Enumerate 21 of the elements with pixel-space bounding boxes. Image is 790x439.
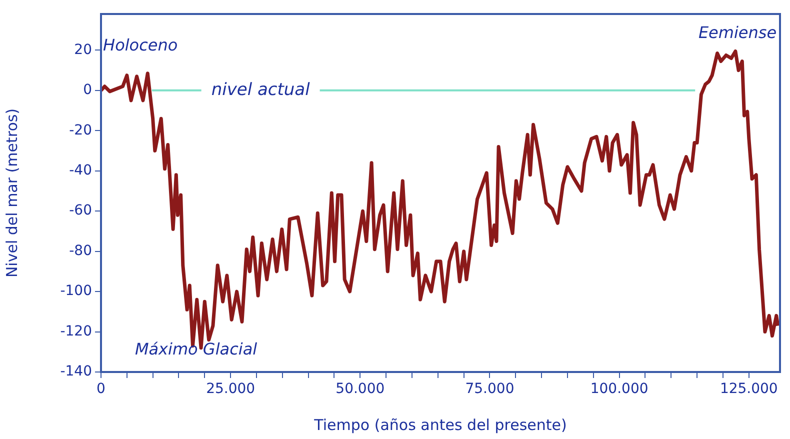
- x-tick-label: 125.000: [720, 381, 778, 398]
- y-tick-label: -140: [60, 364, 92, 380]
- y-tick-label: 20: [74, 42, 92, 58]
- x-axis-title: Tiempo (años antes del presente): [313, 416, 567, 434]
- y-tick-label: -120: [60, 323, 92, 340]
- y-axis-title: Nivel del mar (metros): [2, 108, 21, 278]
- x-tick-label: 0: [96, 381, 106, 398]
- y-tick-label: -40: [69, 162, 92, 179]
- y-tick-label: -20: [69, 122, 92, 138]
- x-tick-label: 25.000: [206, 381, 256, 398]
- annotation: Eemiense: [698, 22, 777, 42]
- x-tick-label: 100.000: [590, 381, 648, 398]
- y-tick-label: -80: [69, 242, 92, 259]
- annotation: Máximo Glacial: [134, 340, 258, 359]
- y-tick-label: 0: [83, 82, 92, 98]
- x-tick-label: 50.000: [336, 381, 385, 398]
- y-tick-label: -60: [69, 202, 92, 219]
- x-tick-label: 75.000: [465, 381, 514, 398]
- y-tick-label: -100: [60, 283, 92, 300]
- ref-line-label: nivel actual: [211, 80, 310, 100]
- annotation: Holoceno: [103, 35, 178, 54]
